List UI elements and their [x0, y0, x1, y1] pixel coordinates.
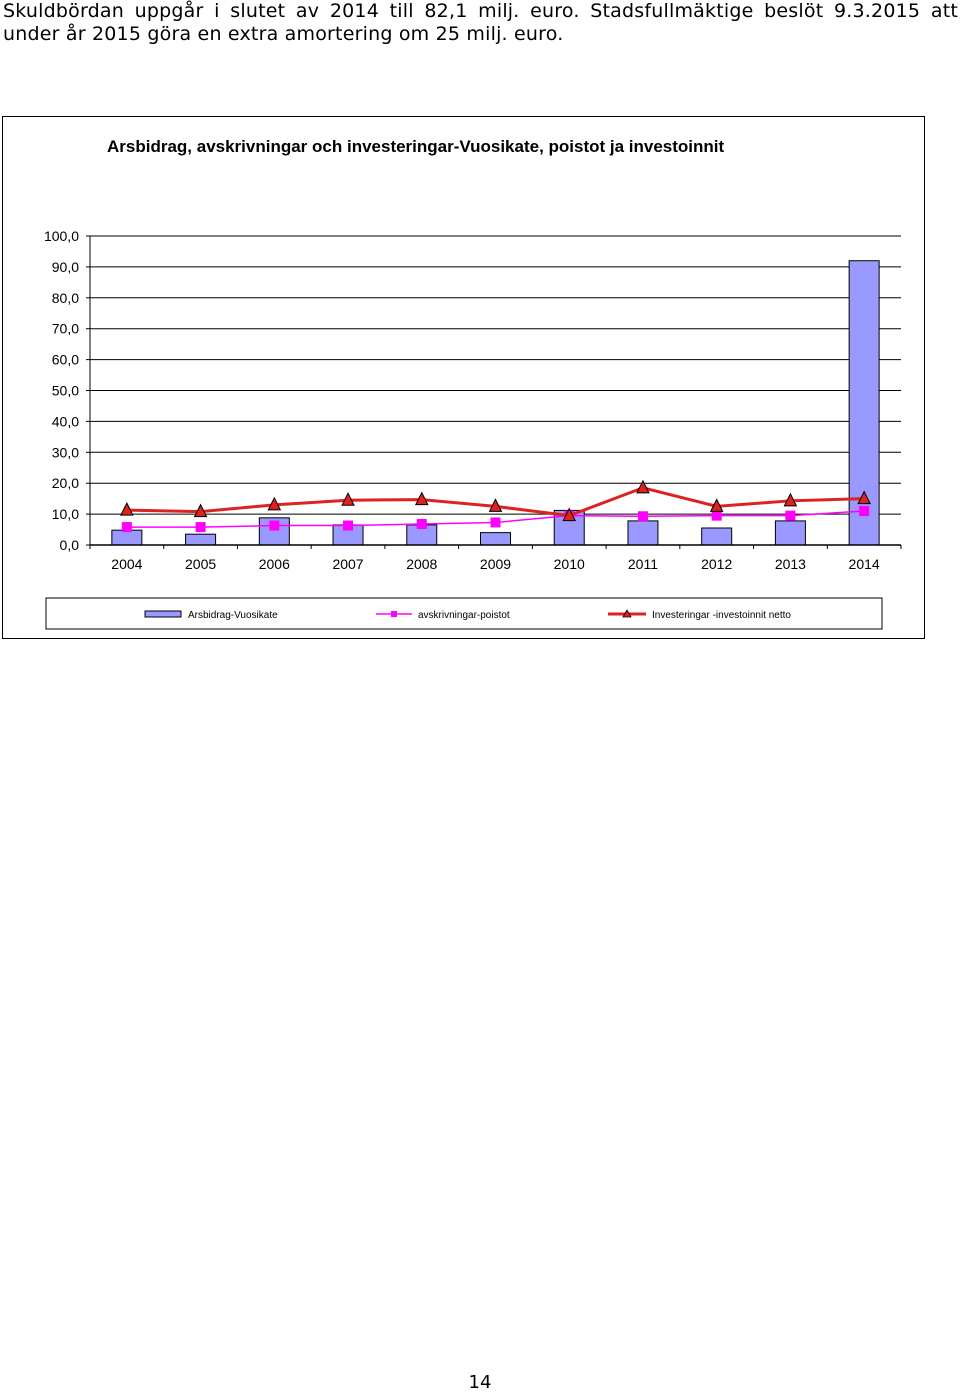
- x-tick-label: 2007: [332, 556, 363, 572]
- x-tick-label: 2012: [701, 556, 732, 572]
- point-avskrivningar: [195, 522, 206, 533]
- x-tick-label: 2014: [849, 556, 880, 572]
- bar-arsbidrag: [111, 529, 143, 546]
- y-tick-label: 80,0: [52, 290, 79, 306]
- point-avskrivningar: [859, 506, 870, 517]
- chart-frame: Arsbidrag, avskrivningar och investering…: [2, 116, 925, 639]
- bar-arsbidrag: [185, 533, 217, 546]
- y-tick-label: 20,0: [52, 475, 79, 491]
- bar-arsbidrag: [701, 527, 733, 546]
- bar-arsbidrag: [480, 532, 511, 546]
- y-tick-label: 70,0: [52, 321, 79, 337]
- y-tick-label: 100,0: [44, 228, 79, 244]
- point-avskrivningar: [416, 518, 427, 529]
- combo-chart: Arsbidrag, avskrivningar och investering…: [44, 137, 902, 630]
- point-investeringar: [267, 496, 282, 511]
- point-investeringar: [414, 491, 429, 506]
- y-tick-label: 10,0: [52, 506, 79, 522]
- bar-arsbidrag: [627, 520, 659, 546]
- point-avskrivningar: [121, 522, 132, 533]
- legend-key-square: [391, 611, 397, 617]
- point-avskrivningar: [490, 517, 501, 528]
- y-tick-label: 40,0: [52, 413, 79, 429]
- point-avskrivningar: [269, 520, 280, 531]
- x-tick-label: 2004: [111, 556, 142, 572]
- point-avskrivningar: [711, 510, 722, 521]
- bar-arsbidrag: [774, 520, 806, 546]
- x-tick-label: 2013: [775, 556, 806, 572]
- y-tick-label: 50,0: [52, 383, 79, 399]
- x-tick-label: 2008: [406, 556, 437, 572]
- x-tick-label: 2006: [259, 556, 290, 572]
- legend-key-bar: [144, 610, 182, 618]
- x-tick-label: 2010: [554, 556, 585, 572]
- point-avskrivningar: [637, 511, 648, 522]
- x-tick-label: 2009: [480, 556, 511, 572]
- point-investeringar: [562, 507, 577, 522]
- y-tick-label: 90,0: [52, 259, 79, 275]
- chart-title: Arsbidrag, avskrivningar och investering…: [107, 137, 725, 156]
- point-investeringar: [193, 503, 208, 518]
- point-avskrivningar: [343, 520, 354, 531]
- point-investeringar: [341, 492, 355, 506]
- legend-label-avskrivningar: avskrivningar-poistot: [418, 610, 510, 621]
- page-number: 14: [468, 1372, 492, 1393]
- intro-line-2: under år 2015 göra en extra amortering o…: [3, 23, 564, 45]
- legend-box: [45, 597, 883, 630]
- y-tick-label: 0,0: [60, 537, 80, 553]
- x-tick-label: 2005: [185, 556, 216, 572]
- legend-label-investeringar: Investeringar -investoinnit netto: [652, 610, 791, 621]
- point-investeringar: [120, 501, 134, 516]
- point-investeringar: [783, 492, 798, 507]
- legend-label-arsbidrag: Arsbidrag-Vuosikate: [188, 610, 278, 621]
- point-avskrivningar: [785, 510, 796, 521]
- intro-paragraph: Skuldbördan uppgår i slutet av 2014 till…: [3, 0, 958, 46]
- point-investeringar: [709, 498, 724, 512]
- legend-key-triangle: [622, 609, 632, 618]
- y-tick-label: 60,0: [52, 352, 79, 368]
- point-investeringar: [636, 479, 650, 494]
- point-investeringar: [857, 490, 871, 505]
- intro-line-1: Skuldbördan uppgår i slutet av 2014 till…: [3, 0, 958, 22]
- y-tick-label: 30,0: [52, 444, 79, 460]
- x-tick-label: 2011: [628, 556, 658, 572]
- point-investeringar: [488, 498, 503, 512]
